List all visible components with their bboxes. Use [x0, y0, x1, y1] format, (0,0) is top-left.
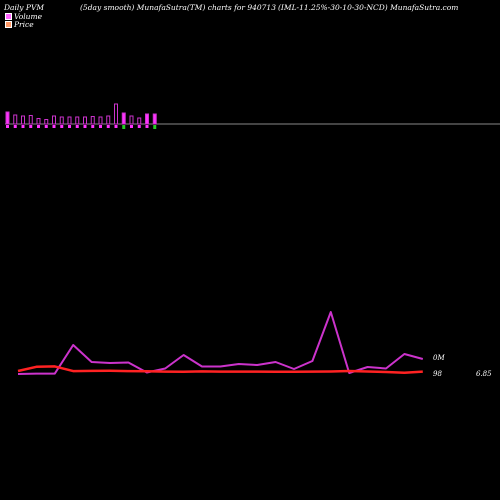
- chart-header-right: (IML-11.25%-30-10-30-NCD) MunafaSutra.co…: [278, 3, 459, 12]
- volume-bar: [75, 116, 80, 125]
- volume-bar-tick: [21, 125, 25, 128]
- volume-bar-tick: [75, 125, 79, 128]
- volume-bar-tick: [29, 125, 33, 128]
- volume-bar-tick: [114, 125, 118, 128]
- volume-bar: [152, 113, 157, 125]
- volume-bar-tick: [130, 125, 133, 128]
- chart-header-left: Daily PVM: [4, 3, 45, 12]
- volume-bar: [28, 115, 33, 125]
- legend-swatch-volume: [5, 13, 12, 20]
- volume-bar: [21, 115, 25, 125]
- volume-bar: [13, 114, 18, 125]
- volume-bar-tick: [91, 125, 95, 128]
- series-lines: [17, 311, 424, 375]
- volume-bar: [90, 116, 95, 125]
- volume-bar-tick: [68, 125, 71, 128]
- chart-header-middle: (5day smooth) MunafaSutra(TM) charts for…: [80, 3, 276, 12]
- volume-bar: [129, 115, 134, 125]
- volume-bar-tick: [145, 125, 149, 128]
- volume-bar: [67, 116, 72, 125]
- legend-item-price: Price: [5, 20, 34, 29]
- volume-bar-tick: [153, 125, 157, 129]
- right-label-price-value: 6.85: [476, 370, 492, 378]
- price-series-line: [17, 365, 423, 374]
- volume-bar: [121, 112, 126, 125]
- volume-bar: [98, 116, 103, 125]
- volume-bar-tick: [106, 125, 110, 128]
- volume-bar-tick: [99, 125, 102, 128]
- volume-bars: [5, 103, 157, 129]
- legend-item-volume: Volume: [5, 12, 42, 21]
- volume-bar: [59, 116, 64, 125]
- volume-bar: [36, 118, 41, 125]
- volume-bar: [137, 117, 142, 125]
- volume-bar: [5, 111, 10, 125]
- volume-bar: [52, 115, 56, 125]
- right-label-price-low: 98: [433, 370, 442, 378]
- volume-bar-tick: [60, 125, 64, 128]
- volume-bar-tick: [37, 125, 40, 128]
- right-label-volume: 0M: [433, 354, 445, 362]
- volume-bar-tick: [52, 125, 56, 128]
- volume-bar-tick: [83, 125, 87, 128]
- legend-swatch-price: [5, 21, 12, 28]
- volume-bar-tick: [137, 125, 141, 128]
- volume-bar-tick: [6, 125, 9, 128]
- volume-series-line: [17, 311, 424, 375]
- legend-label-price: Price: [14, 20, 34, 29]
- volume-bar: [106, 115, 111, 125]
- volume-bar: [145, 113, 149, 125]
- volume-bar-tick: [122, 125, 126, 129]
- legend-label-volume: Volume: [14, 12, 43, 21]
- volume-bar-tick: [44, 125, 48, 128]
- volume-bar: [114, 103, 118, 125]
- volume-bar: [83, 116, 87, 125]
- volume-bar-tick: [13, 125, 17, 128]
- volume-bar: [44, 119, 49, 125]
